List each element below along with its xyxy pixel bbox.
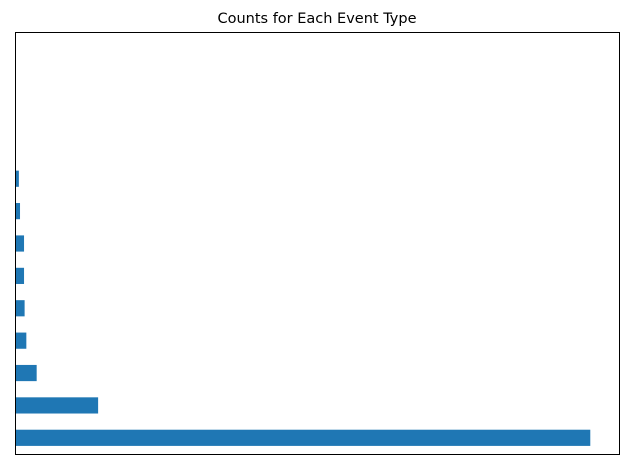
bar-8: [16, 170, 19, 187]
bar-1: [16, 397, 99, 414]
bar-2: [16, 364, 37, 382]
bars-layer: [16, 170, 591, 446]
bar-7: [16, 203, 21, 220]
bar-5: [16, 267, 25, 284]
plot-frame: [15, 32, 620, 455]
chart-title: Counts for Each Event Type: [217, 11, 416, 27]
bar-4: [16, 300, 25, 317]
bar-0: [16, 429, 591, 446]
bar-6: [16, 235, 25, 252]
bar-3: [16, 332, 27, 349]
